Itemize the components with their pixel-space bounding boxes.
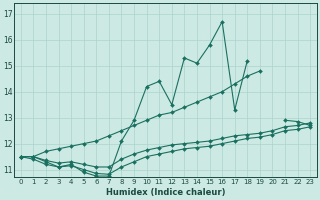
X-axis label: Humidex (Indice chaleur): Humidex (Indice chaleur): [106, 188, 225, 197]
